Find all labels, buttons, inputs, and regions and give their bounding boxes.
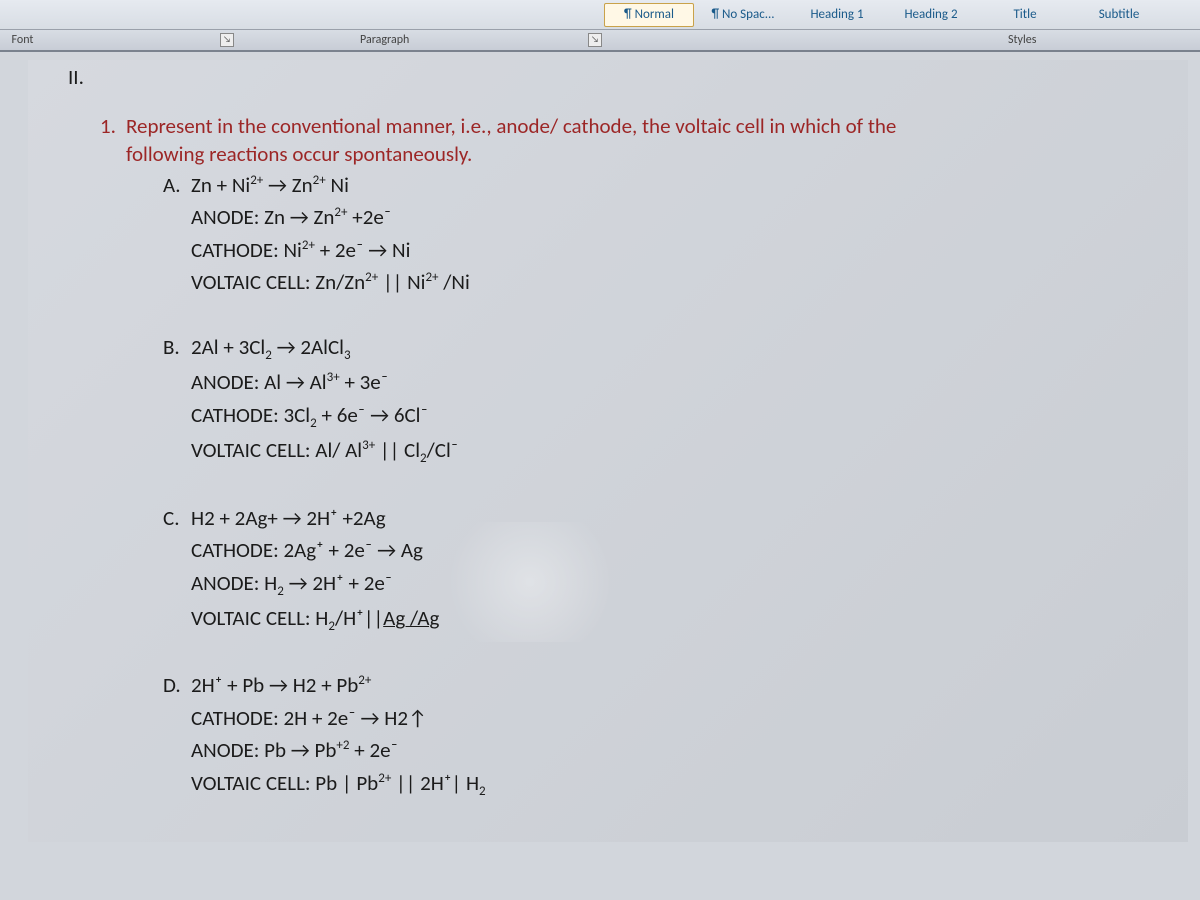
part-a-cell-sup2: 2+ (425, 270, 438, 285)
group-label-styles: Styles (1008, 33, 1036, 47)
part-b-cell-sup: 3+ (362, 438, 375, 453)
ribbon-styles-row: ¶ Normal ¶ No Spac... Heading 1 Heading … (0, 0, 1200, 30)
part-a-anode-sup: 2+ (334, 205, 347, 220)
part-a-rxn-1: Zn + Ni (191, 172, 250, 198)
part-d-cell-2: || 2H⁺| H (391, 770, 479, 796)
document-area: II. 1.Represent in the conventional mann… (0, 52, 1200, 900)
part-a-label: A. (163, 169, 191, 202)
part-c-rxn: H2 + 2Ag+ → 2H⁺ +2Ag (191, 505, 386, 531)
part-d-label: D. (163, 669, 191, 702)
part-d: D.2H⁺ + Pb → H2 + Pb2+ CATHODE: 2H + 2e⁻… (163, 669, 1148, 802)
part-b-rxn-sub2: 3 (344, 348, 351, 363)
part-d-rxn: 2H⁺ + Pb → H2 + Pb (191, 672, 358, 698)
part-a-anode: ANODE: Zn → Zn (191, 204, 334, 230)
part-c: C.H2 + 2Ag+ → 2H⁺ +2Ag CATHODE: 2Ag⁺ + 2… (163, 502, 1148, 638)
part-d-anode-2: + 2e⁻ (350, 737, 399, 763)
part-c-label: C. (163, 502, 191, 535)
part-b-anode: ANODE: Al → Al (191, 369, 327, 395)
part-a-cathode: CATHODE: Ni (191, 237, 302, 263)
part-d-cathode: CATHODE: 2H + 2e⁻ → H2↑ (191, 705, 427, 731)
part-b-rxn-2: → 2AlCl (272, 334, 344, 360)
part-a-cath-sup: 2+ (302, 238, 315, 253)
part-b-anode-2: + 3e⁻ (340, 369, 389, 395)
style-subtitle[interactable]: Subtitle (1074, 3, 1164, 27)
part-b-rxn-1: 2Al + 3Cl (191, 334, 265, 360)
part-a-rxn-sup2: 2+ (313, 173, 326, 188)
part-c-anode-sub: 2 (277, 584, 284, 599)
question-line-1: Represent in the conventional manner, i.… (126, 113, 896, 139)
part-a-cath-2: + 2e⁻ → Ni (315, 237, 410, 263)
part-a-anode-2: +2e⁻ (347, 204, 391, 230)
part-c-cathode: CATHODE: 2Ag⁺ + 2e⁻ → Ag (191, 537, 423, 563)
question-number: 1. (100, 112, 126, 140)
part-b-cath-2: + 6e⁻ → 6Cl⁻ (317, 402, 428, 428)
part-b-label: B. (163, 331, 191, 364)
part-d-cell-sup: 2+ (378, 771, 391, 786)
part-a-cell-3: /Ni (439, 269, 470, 295)
part-b-rxn-sub1: 2 (265, 348, 272, 363)
part-a-rxn-sup1: 2+ (250, 173, 263, 188)
part-a-cell-sup1: 2+ (365, 270, 378, 285)
part-c-cell-2: /H⁺|| (335, 605, 383, 631)
part-d-cell: VOLTAIC CELL: Pb | Pb (191, 770, 378, 796)
part-a-cell-2: || Ni (378, 269, 425, 295)
part-b-cath-sub: 2 (310, 416, 317, 431)
part-a-rxn-3: Ni (326, 172, 349, 198)
part-a-rxn-2: → Zn (263, 172, 312, 198)
style-normal[interactable]: ¶ Normal (604, 3, 694, 27)
part-c-anode: ANODE: H (191, 570, 277, 596)
part-d-anode-sup: +2 (336, 738, 349, 753)
document-page[interactable]: II. 1.Represent in the conventional mann… (28, 60, 1188, 842)
part-b-anode-sup: 3+ (327, 370, 340, 385)
ribbon-group-row: Font ↘ Paragraph ↘ Styles (0, 30, 1200, 52)
paragraph-dialog-launcher-icon[interactable]: ↘ (588, 33, 602, 47)
group-label-font: Font (0, 33, 45, 47)
style-no-spacing[interactable]: ¶ No Spac... (698, 3, 788, 27)
part-a-cell: VOLTAIC CELL: Zn/Zn (191, 269, 365, 295)
style-heading-1[interactable]: Heading 1 (792, 3, 882, 27)
section-number: II. (68, 64, 1148, 90)
part-b: B.2Al + 3Cl2 → 2AlCl3 ANODE: Al → Al3+ +… (163, 331, 1148, 470)
part-d-cell-sub: 2 (479, 784, 486, 799)
question-line-2: following reactions occur spontaneously. (126, 140, 472, 168)
part-c-cell: VOLTAIC CELL: H (191, 605, 328, 631)
part-b-cell: VOLTAIC CELL: Al/ Al (191, 437, 362, 463)
part-a: A.Zn + Ni2+ → Zn2+ Ni ANODE: Zn → Zn2+ +… (163, 169, 1148, 299)
part-b-cell-3: /Cl⁻ (427, 437, 459, 463)
part-b-cathode: CATHODE: 3Cl (191, 402, 310, 428)
question-intro: 1.Represent in the conventional manner, … (100, 112, 1120, 169)
part-d-anode: ANODE: Pb → Pb (191, 737, 336, 763)
style-title[interactable]: Title (980, 3, 1070, 27)
part-d-rxn-sup: 2+ (358, 673, 371, 688)
styles-gallery: ¶ Normal ¶ No Spac... Heading 1 Heading … (600, 1, 1168, 29)
part-c-cell-3: Ag /Ag (383, 605, 439, 631)
group-label-paragraph: Paragraph (360, 33, 409, 47)
part-b-cell-2: || Cl (375, 437, 420, 463)
part-c-anode-2: → 2H⁺ + 2e⁻ (284, 570, 392, 596)
style-heading-2[interactable]: Heading 2 (886, 3, 976, 27)
font-dialog-launcher-icon[interactable]: ↘ (220, 33, 234, 47)
part-c-cell-sub: 2 (328, 619, 335, 634)
part-b-cell-sub: 2 (420, 451, 427, 466)
